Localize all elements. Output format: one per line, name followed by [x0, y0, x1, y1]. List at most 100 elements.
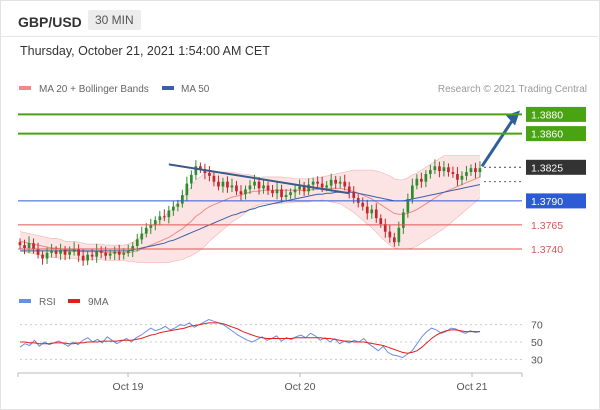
- candle-body: [352, 192, 356, 198]
- candle-body: [172, 206, 175, 211]
- candle-body: [460, 175, 464, 180]
- candle-body: [361, 202, 365, 207]
- candle-body: [135, 239, 139, 246]
- candle-body: [298, 186, 301, 190]
- candle-body: [149, 224, 153, 228]
- candle-body: [347, 186, 351, 193]
- candle-body: [311, 181, 315, 185]
- ma20-legend-label: MA 20 + Bollinger Bands: [39, 84, 149, 95]
- level-label-1-3825: 1.3825: [531, 162, 563, 174]
- candle-body: [226, 181, 229, 188]
- candle-body: [176, 203, 180, 207]
- candle-body: [45, 252, 49, 259]
- candle-body: [451, 172, 455, 174]
- candle-body: [63, 249, 67, 255]
- candle-body: [266, 185, 270, 191]
- price-levels: 1.3880 1.3860 1.3825 1.3790 1.3765 1.3740: [18, 106, 586, 256]
- rsi-ma-line: [20, 322, 480, 354]
- resistance-trendline: [168, 163, 350, 195]
- candle-body: [32, 243, 35, 249]
- candle-body: [271, 190, 274, 194]
- candle-body: [167, 210, 171, 218]
- candle-body: [41, 254, 44, 259]
- candle-body: [465, 172, 468, 176]
- candle-body: [433, 166, 437, 171]
- candle-body: [194, 166, 198, 175]
- x-tick-label: Oct 19: [113, 381, 144, 393]
- candle-body: [163, 216, 166, 218]
- candle-body: [158, 216, 162, 221]
- candle-body: [478, 168, 482, 172]
- ma50-legend-swatch: [162, 86, 174, 90]
- candle-body: [153, 220, 157, 225]
- candle-body: [284, 195, 288, 197]
- candle-body: [447, 167, 450, 173]
- rsi-tick-50: 50: [531, 337, 543, 349]
- candle-body: [257, 181, 261, 189]
- level-label-box-1-3880: [526, 106, 586, 122]
- candle-body: [18, 242, 22, 246]
- candle-body: [86, 254, 89, 261]
- candle-body: [244, 189, 247, 195]
- ma50-legend-label: MA 50: [181, 84, 210, 95]
- candle-body: [424, 174, 428, 182]
- candle-body: [68, 251, 71, 255]
- candle-body: [275, 189, 279, 194]
- candle-body: [185, 183, 189, 196]
- candle-body: [126, 250, 130, 253]
- level-label-box-1-3825: [526, 159, 586, 175]
- ma20-legend-swatch: [19, 86, 31, 90]
- candle-body: [59, 249, 62, 254]
- candle-body: [208, 173, 211, 176]
- rsi-plot: 70 50 30: [19, 318, 543, 366]
- forecast-arrow-head: [506, 110, 520, 126]
- rsi-tick-30: 30: [531, 354, 543, 366]
- candle-body: [239, 191, 243, 195]
- candle-body: [95, 250, 98, 257]
- candle-body: [325, 185, 328, 188]
- candle-body: [338, 181, 342, 184]
- candle-body: [420, 178, 423, 182]
- candle-body: [393, 237, 396, 243]
- rsi-legend-label: RSI: [39, 297, 56, 308]
- chart-datetime: Thursday, October 21, 2021 1:54:00 AM CE…: [20, 44, 270, 58]
- symbol-title: GBP/USD: [18, 14, 82, 30]
- candle-body: [289, 192, 292, 196]
- header-divider: [0, 36, 598, 37]
- level-label-box-1-3860: [526, 126, 586, 142]
- level-label-1-3765: 1.3765: [531, 220, 563, 232]
- candle-body: [144, 227, 148, 234]
- candle-body: [262, 185, 265, 189]
- candle-body: [77, 248, 80, 256]
- candle-body: [248, 185, 252, 190]
- x-tick-label: Oct 21: [457, 381, 488, 393]
- candle-body: [190, 174, 193, 184]
- candle-body: [379, 218, 383, 224]
- x-tick-label: Oct 20: [285, 381, 316, 393]
- candle-body: [54, 250, 58, 254]
- candle-body: [280, 189, 283, 198]
- candle-body: [36, 248, 40, 255]
- candle-body: [117, 251, 121, 255]
- candle-body: [456, 174, 459, 180]
- candle-body: [140, 233, 144, 240]
- candle-body: [388, 231, 392, 238]
- candle-body: [383, 224, 387, 232]
- candle-body: [334, 179, 337, 184]
- candle-body: [415, 178, 419, 186]
- candle-body: [374, 209, 378, 219]
- candle-body: [81, 255, 85, 261]
- candle-body: [90, 254, 94, 257]
- candle-body: [329, 179, 333, 186]
- candle-body: [307, 184, 310, 192]
- candle-body: [370, 209, 374, 214]
- timeframe-button[interactable]: 30 MIN: [88, 10, 141, 30]
- candle-body: [365, 206, 369, 214]
- level-label-1-3880: 1.3880: [531, 109, 563, 121]
- candle-body: [122, 252, 126, 255]
- rsi-tick-70: 70: [531, 320, 543, 332]
- candle-body: [72, 248, 76, 252]
- candle-body: [181, 195, 184, 204]
- candle-body: [469, 168, 473, 172]
